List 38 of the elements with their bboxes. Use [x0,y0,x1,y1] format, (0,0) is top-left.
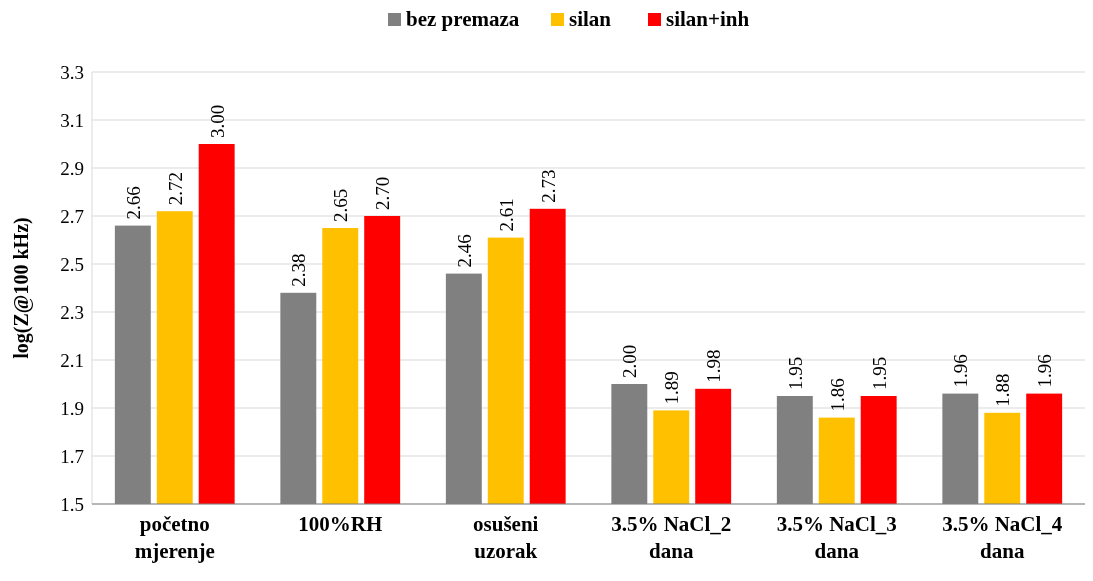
data-label: 1.96 [950,354,972,388]
y-tick-label: 2.7 [60,205,84,227]
data-label: 3.00 [206,104,228,138]
y-tick-label: 2.1 [60,349,84,371]
y-tick-label: 1.9 [60,397,84,419]
y-axis-title: log(Z@100 kHz) [10,217,33,359]
x-tick-label: 3.5% NaCl_3 dana [776,512,897,563]
data-label: 2.00 [619,344,641,378]
y-tick-label: 1.7 [60,445,84,467]
data-label: 1.96 [1034,354,1056,388]
x-tick-label: osušeni uzorak [473,512,539,563]
y-tick-label: 2.5 [60,253,84,275]
y-tick-label: 3.3 [60,61,84,83]
x-tick-label: 3.5% NaCl_4 dana [942,512,1063,563]
y-tick-label: 2.3 [60,301,84,323]
data-label: 1.86 [826,378,848,412]
y-tick-label: 1.5 [60,493,84,515]
data-label: 1.89 [661,371,683,405]
data-label: 1.98 [703,349,725,383]
x-tick-label: 3.5% NaCl_2 dana [611,512,732,563]
data-label: 1.88 [992,373,1014,407]
data-label: 2.65 [330,188,352,222]
y-tick-label: 3.1 [60,109,84,131]
data-label: 2.73 [537,169,559,203]
data-label: 2.66 [122,186,144,220]
data-label: 1.95 [868,356,890,390]
x-tick-label: 100%RH [298,512,383,536]
legend-label: silan [569,7,612,31]
data-label: 2.61 [495,198,517,232]
data-label: 2.70 [372,176,394,210]
data-label: 2.38 [288,253,310,287]
legend-label: silan+inh [666,7,750,31]
y-tick-label: 2.9 [60,157,84,179]
data-label: 2.72 [164,171,186,206]
data-label: 2.46 [453,234,475,268]
x-tick-label: početno mjerenje [134,512,215,563]
legend-label: bez premaza [406,7,520,31]
data-label: 1.95 [784,356,806,390]
